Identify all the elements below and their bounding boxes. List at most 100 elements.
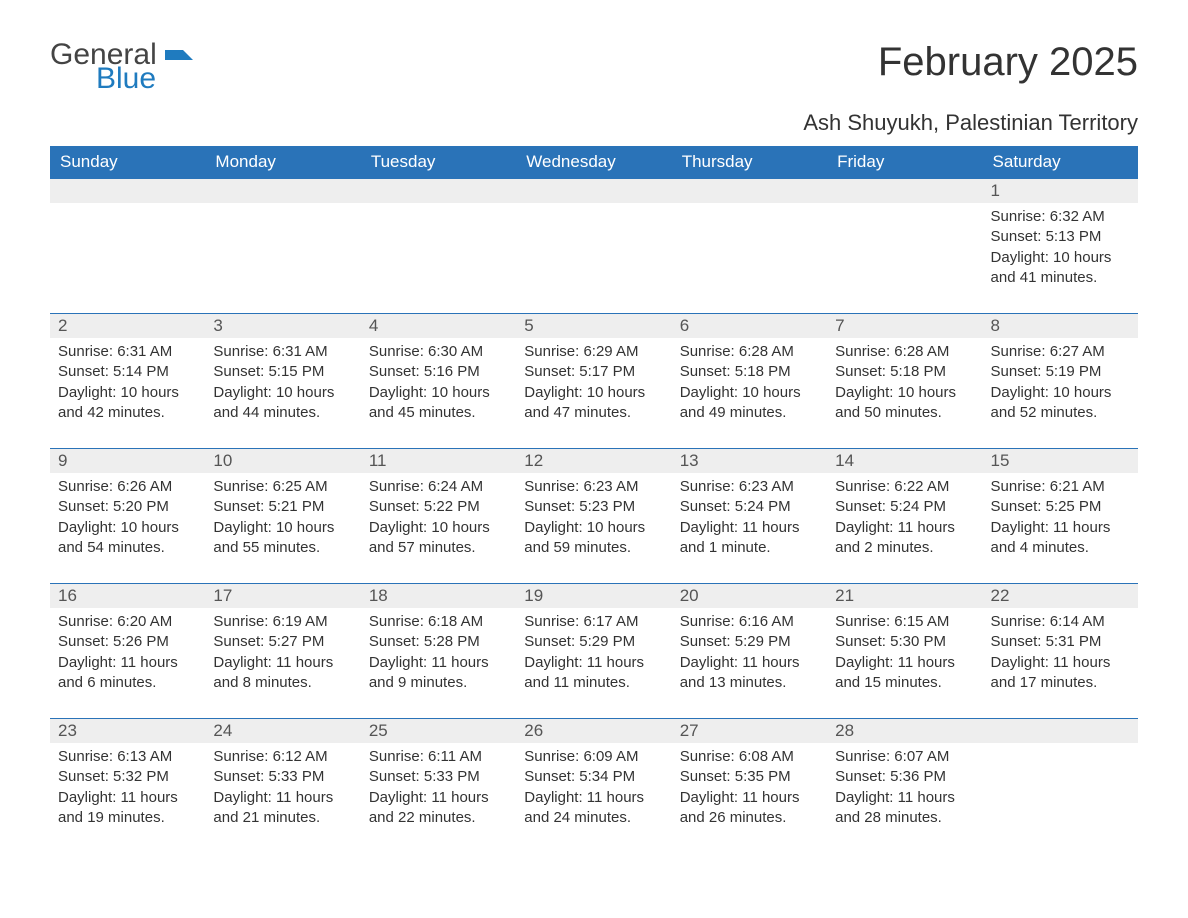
day-details: Sunrise: 6:19 AMSunset: 5:27 PMDaylight:… — [205, 608, 360, 718]
daylight-text: Daylight: 10 hours and 45 minutes. — [369, 383, 508, 424]
daylight-text: Daylight: 11 hours and 2 minutes. — [835, 518, 974, 559]
week-daynum-row: 232425262728 — [50, 719, 1138, 744]
sunset-text: Sunset: 5:28 PM — [369, 632, 508, 652]
week-daynum-row: 16171819202122 — [50, 584, 1138, 609]
week-content-row: Sunrise: 6:32 AMSunset: 5:13 PMDaylight:… — [50, 203, 1138, 314]
day-details — [516, 203, 671, 313]
day-number: 4 — [361, 314, 516, 338]
daylight-text: Daylight: 11 hours and 4 minutes. — [991, 518, 1130, 559]
sunset-text: Sunset: 5:17 PM — [524, 362, 663, 382]
daylight-text: Daylight: 10 hours and 57 minutes. — [369, 518, 508, 559]
daylight-text: Daylight: 10 hours and 49 minutes. — [680, 383, 819, 424]
day-details: Sunrise: 6:07 AMSunset: 5:36 PMDaylight:… — [827, 743, 982, 853]
daylight-text: Daylight: 11 hours and 13 minutes. — [680, 653, 819, 694]
sunset-text: Sunset: 5:29 PM — [524, 632, 663, 652]
sunrise-text: Sunrise: 6:29 AM — [524, 342, 663, 362]
day-content-cell: Sunrise: 6:24 AMSunset: 5:22 PMDaylight:… — [361, 473, 516, 584]
daylight-text: Daylight: 10 hours and 41 minutes. — [991, 248, 1130, 289]
month-title: February 2025 — [878, 40, 1138, 85]
sunset-text: Sunset: 5:26 PM — [58, 632, 197, 652]
sunset-text: Sunset: 5:16 PM — [369, 362, 508, 382]
day-number-cell — [50, 179, 205, 204]
day-number: 15 — [983, 449, 1138, 473]
day-details: Sunrise: 6:32 AMSunset: 5:13 PMDaylight:… — [983, 203, 1138, 313]
day-content-cell: Sunrise: 6:28 AMSunset: 5:18 PMDaylight:… — [827, 338, 982, 449]
header: General Blue February 2025 — [50, 40, 1138, 94]
day-content-cell: Sunrise: 6:30 AMSunset: 5:16 PMDaylight:… — [361, 338, 516, 449]
day-content-cell: Sunrise: 6:27 AMSunset: 5:19 PMDaylight:… — [983, 338, 1138, 449]
day-content-cell — [516, 203, 671, 314]
sunrise-text: Sunrise: 6:16 AM — [680, 612, 819, 632]
daylight-text: Daylight: 11 hours and 11 minutes. — [524, 653, 663, 694]
day-number-cell: 7 — [827, 314, 982, 339]
day-number-cell: 11 — [361, 449, 516, 474]
calendar-header: SundayMondayTuesdayWednesdayThursdayFrid… — [50, 146, 1138, 179]
daylight-text: Daylight: 11 hours and 24 minutes. — [524, 788, 663, 829]
day-number-cell: 13 — [672, 449, 827, 474]
sunrise-text: Sunrise: 6:23 AM — [680, 477, 819, 497]
day-details — [361, 203, 516, 313]
calendar-table: SundayMondayTuesdayWednesdayThursdayFrid… — [50, 146, 1138, 853]
column-header: Friday — [827, 146, 982, 179]
sunset-text: Sunset: 5:18 PM — [835, 362, 974, 382]
day-number — [361, 179, 516, 203]
day-number: 16 — [50, 584, 205, 608]
day-number: 23 — [50, 719, 205, 743]
daylight-text: Daylight: 10 hours and 44 minutes. — [213, 383, 352, 424]
day-number: 25 — [361, 719, 516, 743]
day-number: 20 — [672, 584, 827, 608]
day-content-cell: Sunrise: 6:21 AMSunset: 5:25 PMDaylight:… — [983, 473, 1138, 584]
day-number: 14 — [827, 449, 982, 473]
day-content-cell: Sunrise: 6:07 AMSunset: 5:36 PMDaylight:… — [827, 743, 982, 853]
sunrise-text: Sunrise: 6:27 AM — [991, 342, 1130, 362]
sunset-text: Sunset: 5:33 PM — [369, 767, 508, 787]
day-number-cell: 9 — [50, 449, 205, 474]
day-number-cell: 15 — [983, 449, 1138, 474]
day-content-cell: Sunrise: 6:18 AMSunset: 5:28 PMDaylight:… — [361, 608, 516, 719]
daylight-text: Daylight: 10 hours and 50 minutes. — [835, 383, 974, 424]
daylight-text: Daylight: 10 hours and 59 minutes. — [524, 518, 663, 559]
sunset-text: Sunset: 5:25 PM — [991, 497, 1130, 517]
logo: General Blue — [50, 40, 193, 94]
day-number-cell — [827, 179, 982, 204]
day-content-cell: Sunrise: 6:31 AMSunset: 5:14 PMDaylight:… — [50, 338, 205, 449]
sunset-text: Sunset: 5:32 PM — [58, 767, 197, 787]
day-details: Sunrise: 6:21 AMSunset: 5:25 PMDaylight:… — [983, 473, 1138, 583]
day-number-cell: 8 — [983, 314, 1138, 339]
day-number — [672, 179, 827, 203]
day-content-cell: Sunrise: 6:25 AMSunset: 5:21 PMDaylight:… — [205, 473, 360, 584]
day-content-cell: Sunrise: 6:32 AMSunset: 5:13 PMDaylight:… — [983, 203, 1138, 314]
day-content-cell — [827, 203, 982, 314]
day-content-cell: Sunrise: 6:31 AMSunset: 5:15 PMDaylight:… — [205, 338, 360, 449]
sunrise-text: Sunrise: 6:28 AM — [835, 342, 974, 362]
sunset-text: Sunset: 5:33 PM — [213, 767, 352, 787]
day-number-cell: 12 — [516, 449, 671, 474]
day-details: Sunrise: 6:25 AMSunset: 5:21 PMDaylight:… — [205, 473, 360, 583]
day-content-cell — [361, 203, 516, 314]
day-number-cell: 23 — [50, 719, 205, 744]
logo-word2: Blue — [96, 64, 193, 94]
day-details: Sunrise: 6:28 AMSunset: 5:18 PMDaylight:… — [827, 338, 982, 448]
day-number: 27 — [672, 719, 827, 743]
day-number: 21 — [827, 584, 982, 608]
sunrise-text: Sunrise: 6:12 AM — [213, 747, 352, 767]
day-number-cell: 3 — [205, 314, 360, 339]
day-content-cell: Sunrise: 6:14 AMSunset: 5:31 PMDaylight:… — [983, 608, 1138, 719]
day-details: Sunrise: 6:24 AMSunset: 5:22 PMDaylight:… — [361, 473, 516, 583]
day-details: Sunrise: 6:17 AMSunset: 5:29 PMDaylight:… — [516, 608, 671, 718]
day-content-cell — [983, 743, 1138, 853]
week-content-row: Sunrise: 6:20 AMSunset: 5:26 PM Daylight:… — [50, 608, 1138, 719]
day-details: Sunrise: 6:08 AMSunset: 5:35 PMDaylight:… — [672, 743, 827, 853]
day-details: Sunrise: 6:29 AMSunset: 5:17 PMDaylight:… — [516, 338, 671, 448]
day-content-cell: Sunrise: 6:23 AMSunset: 5:23 PMDaylight:… — [516, 473, 671, 584]
day-content-cell: Sunrise: 6:11 AMSunset: 5:33 PMDaylight:… — [361, 743, 516, 853]
daylight-text: Daylight: 11 hours and 19 minutes. — [58, 788, 197, 829]
sunrise-text: Sunrise: 6:20 AM — [58, 612, 197, 632]
day-number-cell: 26 — [516, 719, 671, 744]
sunset-text: Sunset: 5:23 PM — [524, 497, 663, 517]
sunset-text: Sunset: 5:19 PM — [991, 362, 1130, 382]
week-daynum-row: 1 — [50, 179, 1138, 204]
day-number-cell: 6 — [672, 314, 827, 339]
day-number: 8 — [983, 314, 1138, 338]
sunrise-text: Sunrise: 6:07 AM — [835, 747, 974, 767]
